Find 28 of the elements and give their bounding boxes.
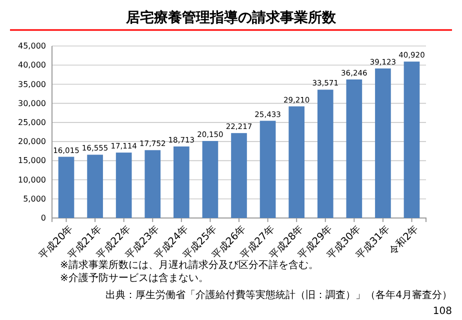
bar — [202, 140, 218, 218]
text: 108 — [432, 306, 452, 317]
bar — [346, 79, 362, 218]
text: ※介護予防サービスは含まない。 — [60, 272, 208, 284]
bar — [144, 150, 161, 218]
y-tick-label: 45,000 — [18, 42, 46, 51]
source-note: 出典：厚生労働省「介護給付費等実態統計（旧：調査）」（各年4月審査分） — [106, 289, 452, 301]
y-tick-label: 20,000 — [18, 137, 46, 146]
bar — [174, 146, 190, 218]
bar — [87, 154, 103, 218]
bar — [231, 133, 247, 218]
bar — [317, 90, 334, 218]
y-tick-label: 25,000 — [18, 118, 46, 128]
bar — [375, 68, 391, 218]
chart-title: 居宅療養管理指導の請求事業所数 — [125, 9, 337, 26]
bar — [260, 120, 276, 218]
text: ※請求事業所数には、月遅れ請求分及び区分不詳を含む。 — [60, 259, 318, 271]
bar — [404, 62, 420, 218]
y-tick-label: 35,000 — [18, 80, 46, 89]
bar — [116, 152, 132, 218]
bar — [288, 106, 304, 218]
y-tick-label: 10,000 — [18, 175, 46, 184]
y-tick-label: 40,000 — [18, 60, 46, 70]
y-tick-label: 15,000 — [18, 156, 46, 166]
y-tick-label: 0 — [40, 214, 46, 223]
y-tick-label: 30,000 — [18, 98, 46, 108]
bar — [58, 156, 74, 218]
y-tick-label: 5,000 — [23, 194, 46, 204]
